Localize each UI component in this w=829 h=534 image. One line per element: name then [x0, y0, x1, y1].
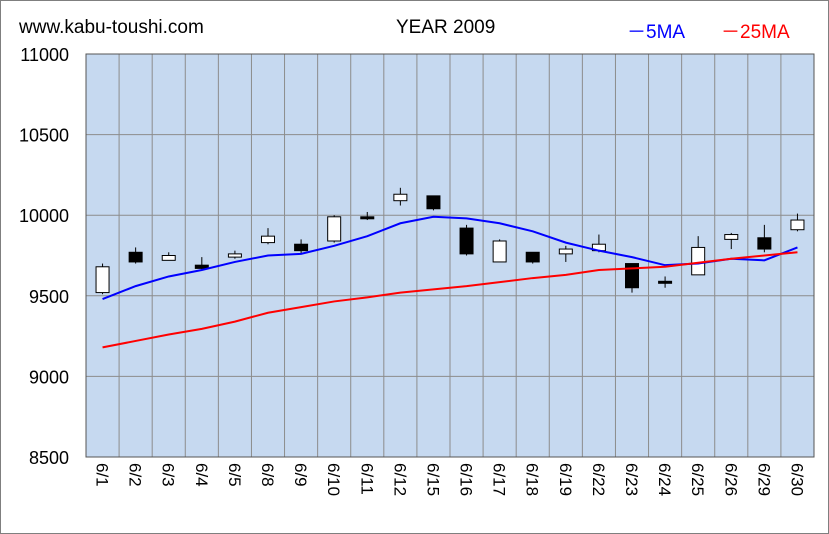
candle [327, 215, 342, 243]
x-axis-ticks: 6/1 6/2 6/3 6/4 6/5 6/8 6/9 6/10 6/11 6/12 6/15 6/1… [93, 463, 807, 496]
candle [261, 228, 275, 245]
y-tick-label: 9500 [29, 287, 69, 307]
candle [360, 211, 375, 221]
candle [161, 252, 176, 261]
candle-body [360, 216, 375, 220]
candle-body [492, 240, 507, 263]
x-tick-label: 6/26 [721, 463, 740, 496]
x-tick-label: 6/25 [688, 463, 707, 496]
candle-body [691, 246, 706, 276]
legend-5ma: －5MA [627, 22, 686, 43]
x-tick-label: 6/1 [93, 463, 112, 487]
candle-body [790, 219, 805, 231]
x-tick-label: 6/2 [126, 463, 145, 487]
candle-body [261, 235, 275, 244]
x-tick-label: 6/3 [159, 463, 178, 487]
chart-title: YEAR 2009 [396, 17, 496, 38]
x-tick-label: 6/29 [754, 463, 773, 496]
y-tick-label: 8500 [29, 448, 69, 468]
x-tick-label: 6/30 [787, 463, 806, 496]
x-tick-label: 6/23 [622, 463, 641, 496]
candle-body [459, 227, 474, 255]
y-tick-label: 9000 [29, 367, 69, 387]
candle [625, 263, 639, 293]
candle-body [757, 237, 772, 250]
moving-average-lines [102, 215, 798, 349]
x-tick-label: 6/18 [523, 463, 542, 496]
candle-body [724, 234, 739, 240]
x-tick-label: 6/19 [556, 463, 575, 496]
site-url: www.kabu-toushi.com [19, 17, 204, 38]
x-tick-label: 6/4 [192, 463, 211, 487]
candle [426, 195, 441, 211]
candle [691, 236, 706, 276]
plot-border [85, 53, 815, 458]
x-tick-label: 6/11 [357, 463, 376, 495]
candle [724, 232, 739, 250]
candle-body [161, 255, 176, 261]
y-tick-label: 10000 [19, 206, 69, 226]
candle-body [625, 263, 639, 289]
candle-body [393, 193, 408, 202]
candle [492, 239, 507, 263]
x-tick-label: 6/12 [390, 463, 409, 496]
x-tick-label: 6/8 [258, 463, 277, 487]
x-tick-label: 6/22 [589, 463, 608, 496]
candle [95, 263, 110, 295]
candle-body [294, 243, 309, 252]
candle [790, 213, 805, 232]
y-tick-label: 10500 [19, 126, 69, 146]
x-tick-label: 6/24 [655, 463, 674, 496]
legend-25ma: －25MA [721, 22, 790, 43]
candle [558, 245, 573, 262]
grid-lines [86, 54, 814, 457]
candle [227, 250, 242, 259]
x-tick-label: 6/9 [291, 463, 310, 487]
candle-body [95, 266, 110, 294]
x-tick-label: 6/15 [423, 463, 442, 496]
candle [294, 239, 309, 254]
candle [459, 224, 474, 256]
candle-body [525, 251, 540, 263]
x-tick-label: 6/16 [457, 463, 476, 496]
candle-body [128, 251, 143, 263]
x-tick-label: 6/17 [490, 463, 509, 496]
candle [757, 224, 772, 253]
candle-body [194, 264, 209, 269]
candle [658, 276, 673, 288]
y-axis-ticks: 8500 9000 9500 10000 10500 11000 [19, 45, 69, 468]
ma-line-25ma [102, 251, 798, 349]
candle [525, 251, 540, 264]
candle [393, 187, 408, 206]
y-tick-label: 11000 [20, 45, 69, 65]
candle [128, 247, 143, 264]
candle-body [658, 280, 673, 284]
candle-body [327, 216, 342, 242]
candle [194, 257, 209, 271]
candles [95, 187, 805, 295]
candle-body [558, 248, 573, 255]
x-tick-label: 6/5 [225, 463, 244, 487]
x-tick-label: 6/10 [324, 463, 343, 496]
candle-body [426, 195, 441, 210]
candle-body [227, 253, 242, 258]
